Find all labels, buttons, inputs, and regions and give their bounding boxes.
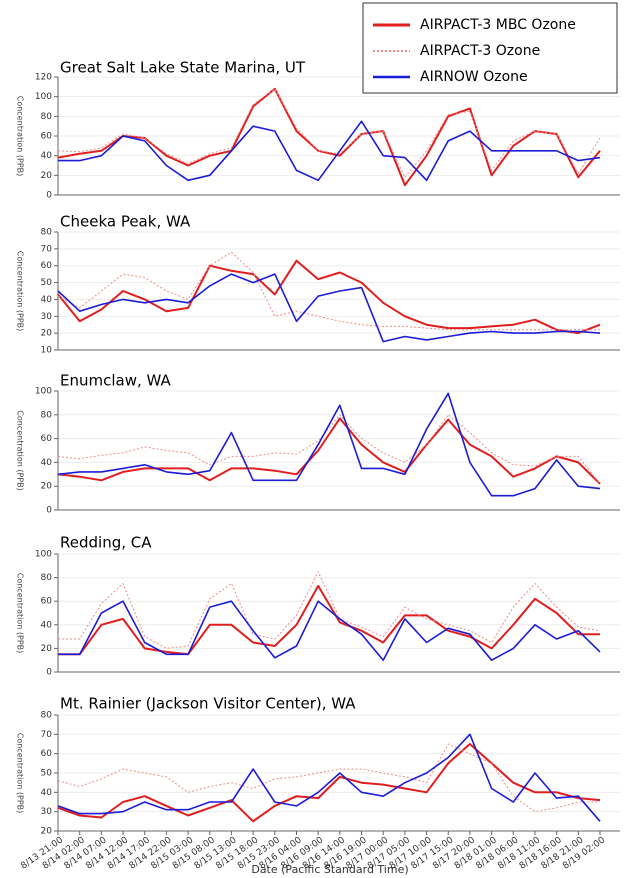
y-tick-label: 100: [35, 92, 52, 102]
y-axis-label: Concentration (PPB): [16, 410, 25, 491]
legend-label: AIRPACT-3 Ozone: [420, 43, 540, 59]
legend-box: [362, 2, 618, 94]
y-tick-label: 80: [41, 112, 53, 122]
y-axis-label: Concentration (PPB): [16, 96, 25, 177]
legend-label: AIRNOW Ozone: [420, 69, 528, 85]
y-axis-label: Concentration (PPB): [16, 573, 25, 654]
y-tick-label: 20: [41, 171, 53, 181]
chart-title: Cheeka Peak, WA: [60, 213, 191, 231]
y-tick-label: 100: [35, 387, 52, 397]
chart-title: Great Salt Lake State Marina, UT: [60, 59, 306, 77]
y-tick-label: 10: [41, 346, 53, 356]
y-tick-label: 70: [41, 244, 53, 254]
y-tick-label: 40: [41, 620, 53, 630]
y-tick-label: 40: [41, 458, 53, 468]
series-line: [57, 273, 601, 343]
y-tick-label: 50: [41, 278, 53, 288]
series-line: [57, 743, 600, 813]
series-line: [58, 571, 601, 649]
y-tick-label: 60: [41, 749, 53, 759]
series-line: [57, 417, 601, 485]
y-tick-label: 30: [41, 312, 53, 322]
y-tick-label: 20: [41, 827, 53, 837]
y-tick-label: 60: [41, 597, 53, 607]
y-axis-label: Concentration (PPB): [16, 733, 25, 814]
series-line: [58, 600, 601, 661]
y-tick-label: 80: [41, 573, 53, 583]
y-tick-label: 60: [41, 434, 53, 444]
y-tick-label: 0: [46, 506, 52, 516]
series-line: [58, 584, 600, 656]
y-tick-label: 60: [41, 261, 53, 271]
series-line: [58, 120, 601, 182]
series-line: [57, 259, 601, 335]
y-tick-label: 120: [35, 73, 52, 83]
y-tick-label: 20: [41, 329, 53, 339]
y-tick-label: 40: [41, 295, 53, 305]
series-line: [57, 392, 601, 497]
y-tick-label: 20: [41, 644, 53, 654]
y-tick-label: 20: [41, 482, 53, 492]
series-line: [57, 743, 601, 823]
y-tick-label: 30: [41, 807, 53, 817]
y-tick-label: 50: [41, 769, 53, 779]
x-axis-label: Date (Pacific Standard Time): [251, 863, 408, 876]
y-tick-label: 40: [41, 151, 53, 161]
y-tick-label: 60: [41, 132, 53, 142]
y-tick-label: 0: [46, 668, 52, 678]
y-tick-label: 80: [41, 228, 53, 238]
series-line: [57, 251, 600, 331]
series-line: [57, 414, 601, 485]
y-tick-label: 100: [35, 550, 52, 560]
y-tick-label: 80: [41, 410, 53, 420]
series-line: [57, 733, 601, 822]
y-axis-label: Concentration (PPB): [16, 251, 25, 332]
y-tick-label: 0: [46, 191, 52, 201]
y-tick-label: 80: [41, 711, 53, 721]
series-line: [57, 88, 601, 178]
y-tick-label: 70: [41, 730, 53, 740]
chart-title: Enumclaw, WA: [60, 372, 172, 390]
chart-title: Mt. Rainier (Jackson Visitor Center), WA: [60, 695, 356, 713]
legend-label: AIRPACT-3 MBC Ozone: [420, 17, 576, 33]
y-tick-label: 40: [41, 788, 53, 798]
chart-title: Redding, CA: [60, 534, 152, 552]
